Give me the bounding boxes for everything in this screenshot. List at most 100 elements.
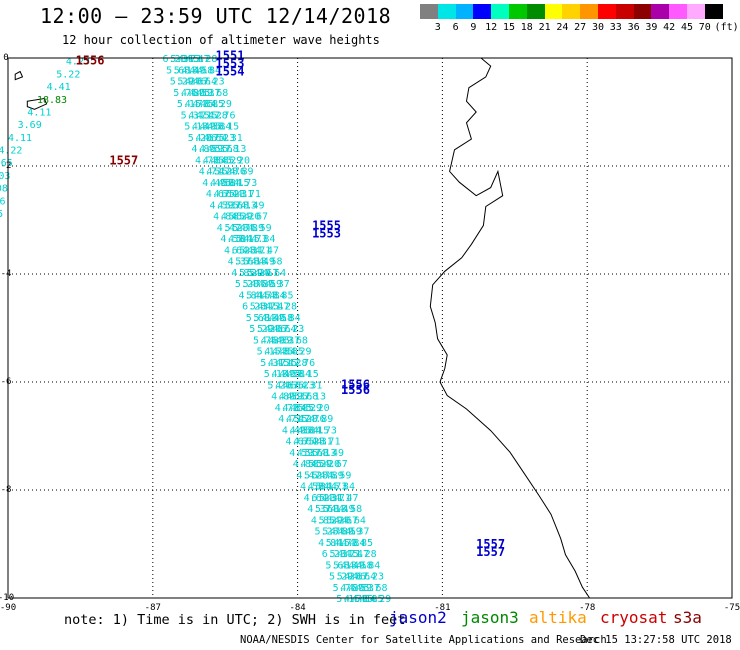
pass-number-label: 1554 [216,65,245,79]
wave-height-value: 5.76 [211,110,235,121]
wave-height-value: 4.85 [231,268,255,279]
wave-height-value: 5.31 [330,549,354,560]
wave-height-value: 4.73 [344,594,368,605]
wave-height-value: 4.59 [258,279,282,290]
wave-height-value: 4.37 [356,583,380,594]
wave-height-value: 4.64 [273,324,297,335]
wave-height-value: 5.29 [249,324,273,335]
wave-height-value: 4.89 [320,470,344,481]
color-swatch [437,4,456,19]
wave-height-value: 4.73 [275,403,299,414]
altimeter-track-west: 4.235.224.4118.834.113.694.114.223.654.0… [0,57,90,233]
wave-height-value: 4.71 [268,358,292,369]
wave-height-value: 4.49 [182,65,206,76]
wave-height-value: 4.59 [268,335,292,346]
wave-height-value: 5.76 [333,583,357,594]
wave-height-value: 5.28 [353,549,377,560]
wave-height-value: 4.84 [272,347,296,358]
pass-number-label: 1557 [476,537,505,551]
pass-number-labels: 1551155315541555155315561556155715571556… [76,48,506,559]
wave-height-value: 4.67 [206,189,230,200]
wave-height-value: 4.84 [341,538,365,549]
y-tick-label: -2 [1,161,12,171]
wave-height-value: 4.84 [277,313,301,324]
wave-height-value: 4.58 [200,122,224,133]
axis-tick-labels: -90 -87 -84 -81 -78 -75 0 -2 -4 -6 -8 -10 [0,53,740,613]
coastline [429,57,591,599]
color-swatch [508,4,527,19]
wave-height-value: 4.84 [297,425,321,436]
color-swatch [580,4,598,19]
wave-height-value: 5.20 [257,324,281,335]
wave-height-value: 4.73 [195,155,219,166]
color-swatch [491,4,509,19]
wave-height-value: 6.23 [242,302,266,313]
color-swatch [420,4,438,19]
color-swatch [686,4,705,19]
wave-height-value: 4.37 [207,144,231,155]
wave-height-value: 4.84 [203,155,227,166]
wave-height-value: 5.13 [222,144,246,155]
legend-jason3: jason3 [461,608,519,627]
color-swatch [704,4,723,19]
wave-height-value: 5.28 [214,167,238,178]
wave-height-value: 4.73 [264,347,288,358]
wave-height-value: 4.84 [293,459,317,470]
wave-height-value: 5.68 [166,65,190,76]
wave-height-value: 4.67 [334,515,358,526]
wave-height-value: 5.76 [232,223,256,234]
legend-altika: altika [529,608,587,627]
wave-height-value: 4.08 [0,184,8,195]
color-scale-label: 45 [680,22,694,33]
wave-height-value: 4.89 [271,392,295,403]
color-scale-label: 30 [591,22,605,33]
wave-height-value: 4.71 [237,189,261,200]
wave-height-value: 5.29 [170,77,194,88]
wave-height-value: 4.37 [197,88,221,99]
wave-height-value: 3.69 [18,120,42,131]
wave-height-value: 5.29 [329,572,353,583]
wave-height-value: 5.29 [298,403,322,414]
wave-height-value: 4.71 [258,302,282,313]
wave-height-value: 5.20 [188,133,212,144]
wave-height-value: 5.20 [247,268,271,279]
wave-height-value: 5.13 [174,65,198,76]
wave-height-value: 5.20 [177,77,201,88]
wave-height-value: 5.20 [226,155,250,166]
wave-height-value: 5.68 [294,392,318,403]
wave-height-value: 4.84 [287,369,311,380]
wave-height-value: 5.15 [225,178,249,189]
wave-height-value: 4.58 [279,369,303,380]
wave-height-value: 4.84 [352,594,376,605]
wave-height-value: 4.64 [304,493,328,504]
wave-height-value: 5.29 [218,155,242,166]
wave-height-value: 4.47 [255,245,279,256]
wave-height-value: 4.37 [276,335,300,346]
wave-height-value: 4.47 [345,549,369,560]
wave-height-value: 4.84 [262,290,286,301]
color-scale-label: 33 [609,22,622,33]
wave-height-value: 4.84 [251,234,275,245]
wave-height-value: 4.84 [331,482,355,493]
wave-height-value: 4.85 [269,290,293,301]
wave-height-value: 4.73 [244,234,268,245]
wave-height-value: 4.58 [300,482,324,493]
wave-height-value: 5.29 [208,99,232,110]
wave-height-value: 5.68 [284,335,308,346]
wave-height-value: 4.37 [217,200,241,211]
wave-height-value: 5.28 [294,414,318,425]
wave-height-value: 5.15 [305,425,329,436]
legend-cryosat: cryosat [600,608,668,627]
wave-height-value: 4.47 [206,167,230,178]
wave-height-value: 4.37 [307,504,331,515]
wave-height-value: 6.23 [201,77,225,88]
wave-height-value: 4.49 [320,448,344,459]
wave-height-value: 5.31 [239,245,263,256]
wave-height-value: 4.47 [286,414,310,425]
wave-height-value: 4.67 [265,324,289,335]
wave-height-value: 4.64 [224,245,248,256]
wave-height-value: 4.67 [275,380,299,391]
wave-height-value: 5.13 [253,313,277,324]
wave-height-value: 4.15 [0,222,1,233]
pass-number-label: 1556 [341,378,370,392]
